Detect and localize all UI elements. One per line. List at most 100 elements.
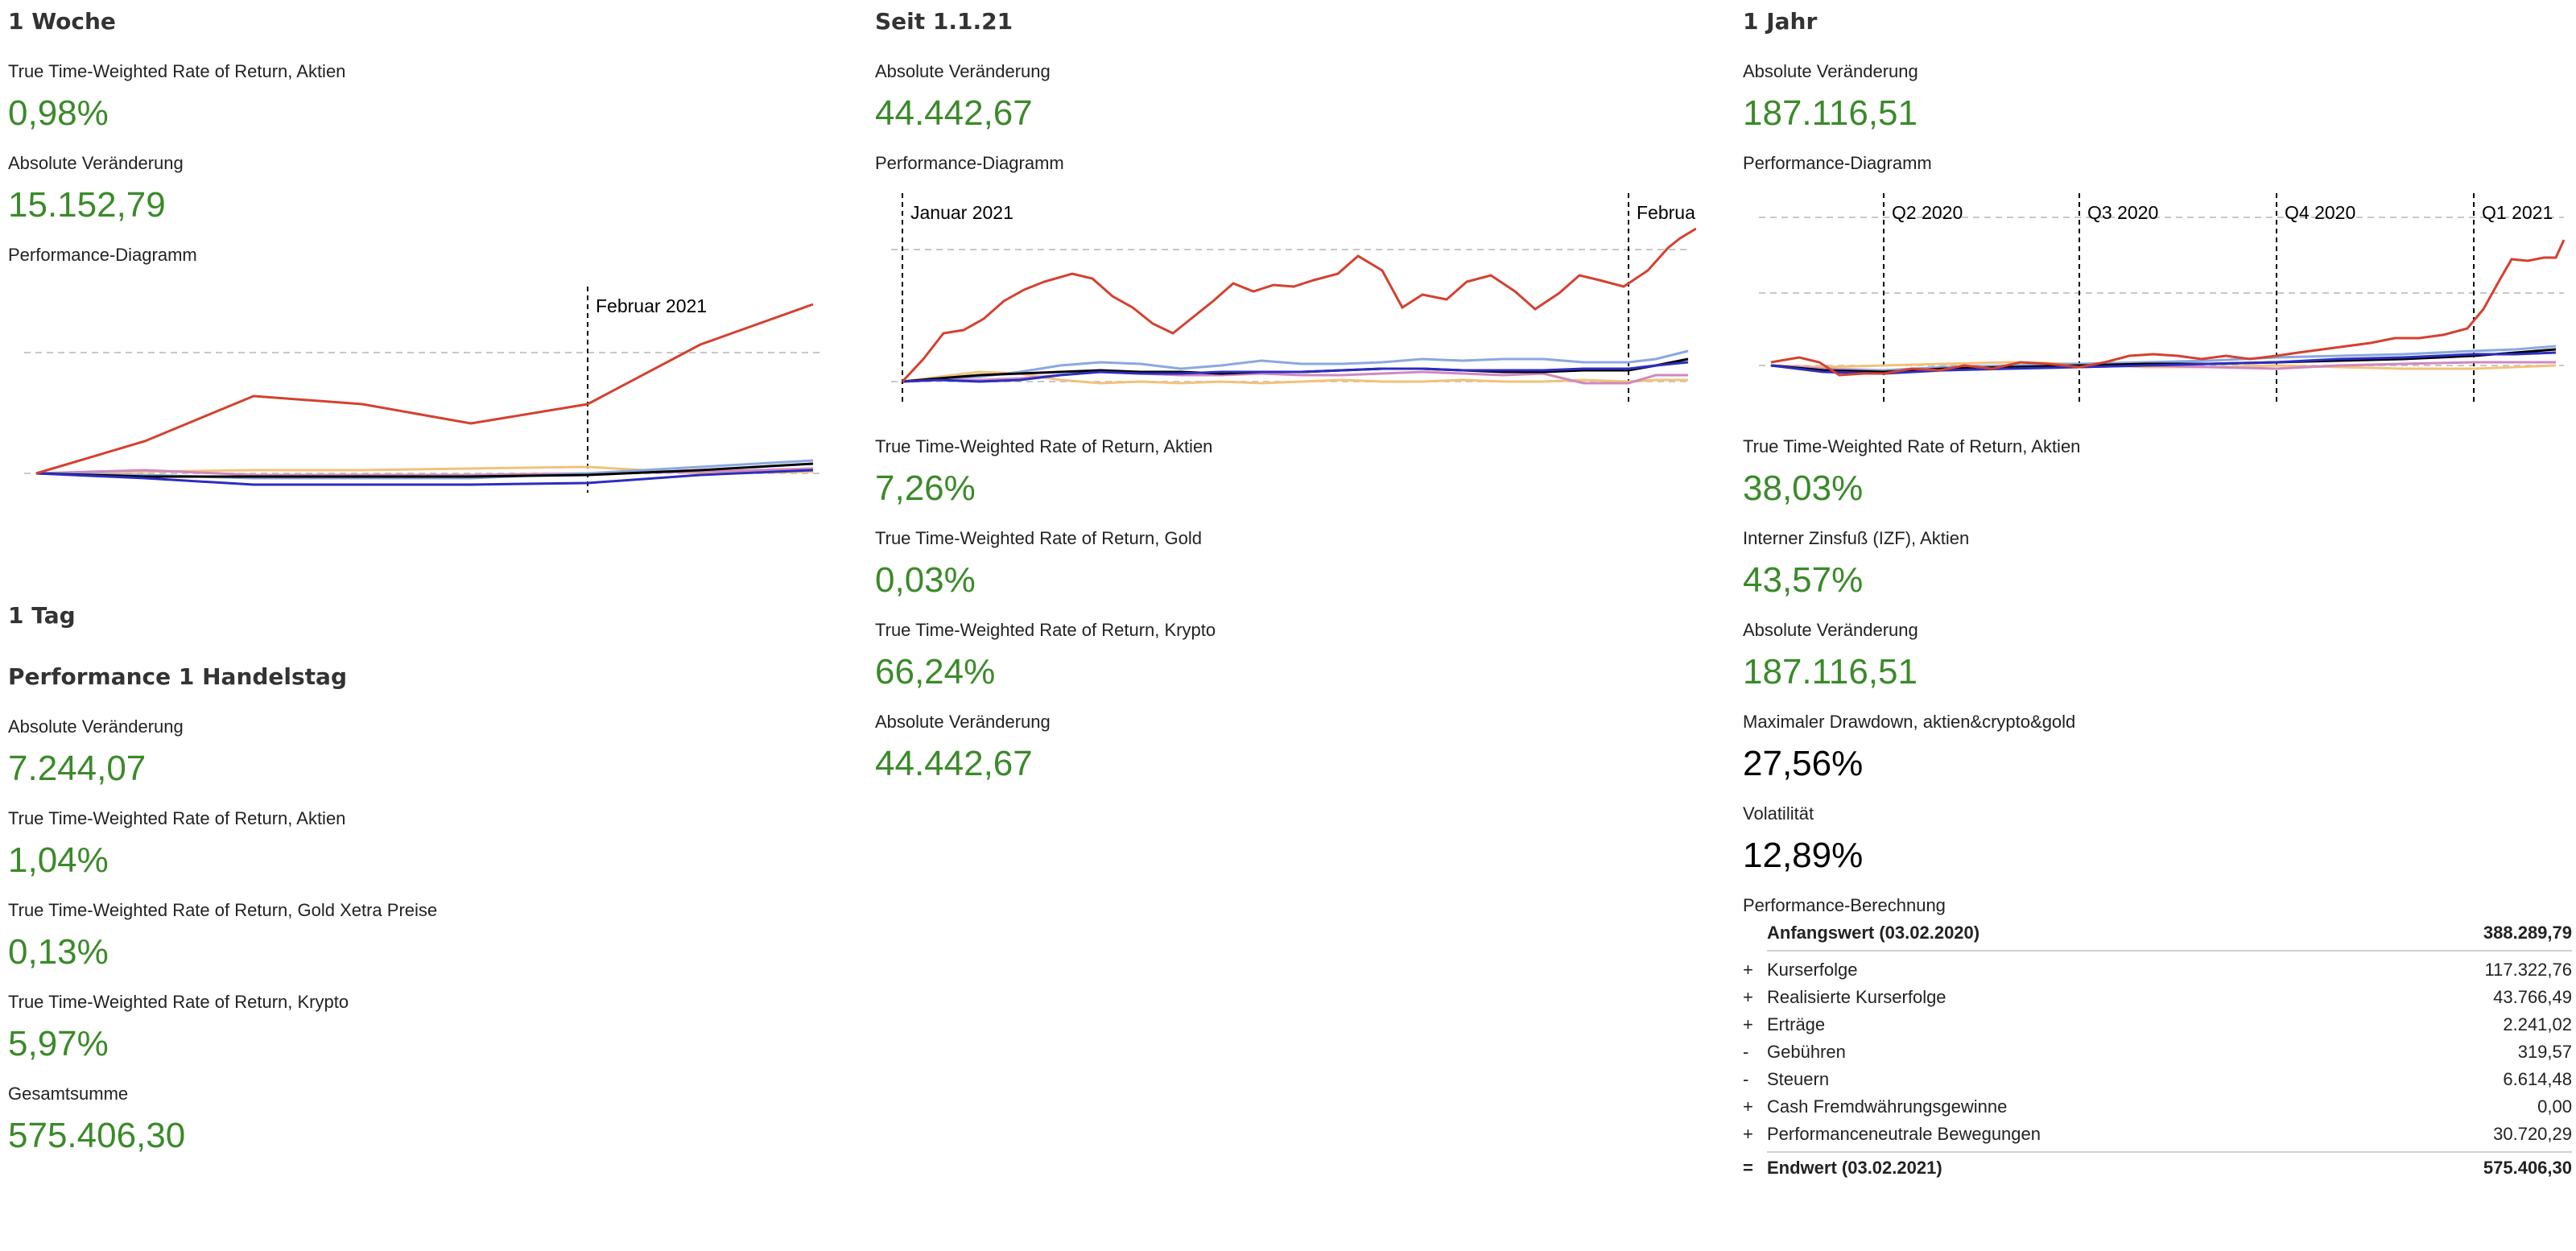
week-marker-label: Februar 2021 bbox=[596, 295, 707, 316]
year-quarter-label-q4: Q4 2020 bbox=[2285, 202, 2355, 223]
day-twr-krypto-value: 5,97% bbox=[8, 1024, 109, 1063]
calc-row-value: 0,00 bbox=[2537, 1096, 2572, 1117]
calc-end-value: 575.406,30 bbox=[2483, 1158, 2572, 1178]
year-volatility-value: 12,89% bbox=[1743, 836, 1864, 875]
year-izf-label: Interner Zinsfuß (IZF), Aktien bbox=[1743, 528, 1970, 548]
day-heading: 1 Tag bbox=[8, 602, 76, 629]
year-quarter-label-q2: Q2 2020 bbox=[1892, 202, 1963, 223]
week-abs-value: 15.152,79 bbox=[8, 185, 166, 225]
calc-row-label: Kurserfolge bbox=[1767, 960, 1858, 980]
calc-divider-top bbox=[1767, 950, 2572, 952]
day-subheading: Performance 1 Handelstag bbox=[8, 663, 347, 690]
ytd-twr-gold-value: 0,03% bbox=[875, 560, 976, 600]
calc-row-value: 319,57 bbox=[2517, 1042, 2572, 1062]
calc-row-label: Erträge bbox=[1767, 1014, 1826, 1034]
year-performance-chart: Q2 2020 Q3 2020 Q4 2020 Q1 2021 bbox=[1759, 193, 2566, 404]
year-drawdown-value: 27,56% bbox=[1743, 744, 1864, 783]
calc-row: + Performanceneutrale Bewegungen 30.720,… bbox=[1743, 1124, 2572, 1150]
calc-row: + Cash Fremdwährungsgewinne 0,00 bbox=[1743, 1096, 2572, 1122]
year-quarter-label-q3: Q3 2020 bbox=[2087, 202, 2158, 223]
ytd-series-lightblue bbox=[902, 349, 1689, 383]
calc-row-value: 6.614,48 bbox=[2503, 1069, 2572, 1089]
year-abs-label: Absolute Veränderung bbox=[1743, 61, 1918, 81]
ytd-performance-chart: Januar 2021 Februar 2021 bbox=[891, 193, 1696, 404]
year-series-lightblue bbox=[1770, 345, 2557, 372]
day-twr-gold-value: 0,13% bbox=[8, 932, 109, 972]
ytd-twr-krypto-label: True Time-Weighted Rate of Return, Krypt… bbox=[875, 620, 1216, 640]
ytd-abs2-value: 44.442,67 bbox=[875, 744, 1033, 783]
day-total-value: 575.406,30 bbox=[8, 1116, 186, 1155]
calc-end-sign: = bbox=[1743, 1158, 1753, 1178]
year-abs2-label: Absolute Veränderung bbox=[1743, 620, 1918, 640]
ytd-twr-aktien-label: True Time-Weighted Rate of Return, Aktie… bbox=[875, 436, 1213, 456]
ytd-abs2-label: Absolute Veränderung bbox=[875, 712, 1051, 732]
day-abs-value: 7.244,07 bbox=[8, 749, 147, 788]
year-twr-value: 38,03% bbox=[1743, 469, 1864, 508]
calc-row-label: Gebühren bbox=[1767, 1042, 1846, 1062]
calc-row-sign: + bbox=[1743, 1124, 1753, 1144]
day-total-label: Gesamtsumme bbox=[8, 1084, 129, 1104]
day-twr-krypto-label: True Time-Weighted Rate of Return, Krypt… bbox=[8, 992, 349, 1012]
ytd-twr-gold-label: True Time-Weighted Rate of Return, Gold bbox=[875, 528, 1202, 548]
day-twr-gold-label: True Time-Weighted Rate of Return, Gold … bbox=[8, 900, 438, 920]
calc-start-value: 388.289,79 bbox=[2483, 923, 2572, 943]
calc-row-sign: + bbox=[1743, 960, 1753, 980]
calc-row-value: 30.720,29 bbox=[2493, 1124, 2572, 1144]
calc-row: + Realisierte Kurserfolge 43.766,49 bbox=[1743, 987, 2572, 1013]
week-twr-value: 0,98% bbox=[8, 93, 109, 133]
week-abs-label: Absolute Veränderung bbox=[8, 153, 184, 173]
calc-row-value: 2.241,02 bbox=[2503, 1014, 2572, 1034]
ytd-series-red bbox=[901, 227, 1696, 383]
calc-row-sign: - bbox=[1743, 1069, 1749, 1089]
year-abs-value: 187.116,51 bbox=[1743, 93, 1918, 133]
calc-row-sign: - bbox=[1743, 1042, 1749, 1062]
week-series-black bbox=[35, 462, 814, 478]
calc-row: + Kurserfolge 117.322,76 bbox=[1743, 960, 2572, 985]
year-series-red bbox=[1770, 239, 2566, 377]
calc-row-label: Realisierte Kurserfolge bbox=[1767, 987, 1946, 1007]
calc-row-label: Cash Fremdwährungsgewinne bbox=[1767, 1096, 2008, 1117]
day-twr-aktien-label: True Time-Weighted Rate of Return, Aktie… bbox=[8, 808, 346, 828]
ytd-abs-value: 44.442,67 bbox=[875, 93, 1033, 133]
week-series-red bbox=[35, 303, 814, 475]
year-abs2-value: 187.116,51 bbox=[1743, 652, 1918, 692]
calc-row-label: Steuern bbox=[1767, 1069, 1830, 1089]
calc-row: - Gebühren 319,57 bbox=[1743, 1042, 2572, 1067]
performance-calc-table: Anfangswert (03.02.2020) 388.289,79 + Ku… bbox=[1743, 923, 2572, 1188]
week-twr-label: True Time-Weighted Rate of Return, Aktie… bbox=[8, 61, 346, 81]
week-series-blue bbox=[35, 469, 814, 486]
calc-row: - Steuern 6.614,48 bbox=[1743, 1069, 2572, 1095]
ytd-twr-krypto-value: 66,24% bbox=[875, 652, 996, 692]
calc-row-value: 117.322,76 bbox=[2484, 960, 2572, 980]
ytd-marker-label-start: Januar 2021 bbox=[910, 202, 1013, 223]
calc-end-label: Endwert (03.02.2021) bbox=[1767, 1158, 1942, 1178]
year-heading: 1 Jahr bbox=[1743, 8, 1818, 35]
performance-calc-label: Performance-Berechnung bbox=[1743, 895, 1946, 915]
calc-row-value: 43.766,49 bbox=[2493, 987, 2572, 1007]
calc-row-sign: + bbox=[1743, 987, 1753, 1007]
week-chart-label: Performance-Diagramm bbox=[8, 245, 197, 265]
ytd-heading: Seit 1.1.21 bbox=[875, 8, 1013, 35]
year-izf-value: 43,57% bbox=[1743, 560, 1864, 600]
calc-row-sign: + bbox=[1743, 1014, 1753, 1034]
calc-start-label: Anfangswert (03.02.2020) bbox=[1767, 923, 1980, 943]
ytd-abs-label: Absolute Veränderung bbox=[875, 61, 1051, 81]
calc-divider-bottom bbox=[1767, 1151, 2572, 1153]
calc-row-sign: + bbox=[1743, 1096, 1753, 1117]
day-abs-label: Absolute Veränderung bbox=[8, 716, 184, 737]
calc-row: + Erträge 2.241,02 bbox=[1743, 1014, 2572, 1040]
week-performance-chart: Februar 2021 bbox=[24, 287, 821, 493]
year-twr-label: True Time-Weighted Rate of Return, Aktie… bbox=[1743, 436, 2081, 456]
ytd-series-blue bbox=[902, 361, 1689, 383]
calc-end-row: = Endwert (03.02.2021) 575.406,30 bbox=[1743, 1158, 2572, 1183]
ytd-twr-aktien-value: 7,26% bbox=[875, 469, 976, 508]
ytd-marker-label-end: Februar 2021 bbox=[1637, 202, 1696, 223]
calc-start-row: Anfangswert (03.02.2020) 388.289,79 bbox=[1743, 923, 2572, 948]
year-chart-label: Performance-Diagramm bbox=[1743, 153, 1932, 173]
ytd-chart-label: Performance-Diagramm bbox=[875, 153, 1064, 173]
week-heading: 1 Woche bbox=[8, 8, 116, 35]
calc-row-label: Performanceneutrale Bewegungen bbox=[1767, 1124, 2041, 1144]
year-drawdown-label: Maximaler Drawdown, aktien&crypto&gold bbox=[1743, 712, 2076, 732]
day-twr-aktien-value: 1,04% bbox=[8, 840, 109, 880]
year-volatility-label: Volatilität bbox=[1743, 803, 1814, 824]
